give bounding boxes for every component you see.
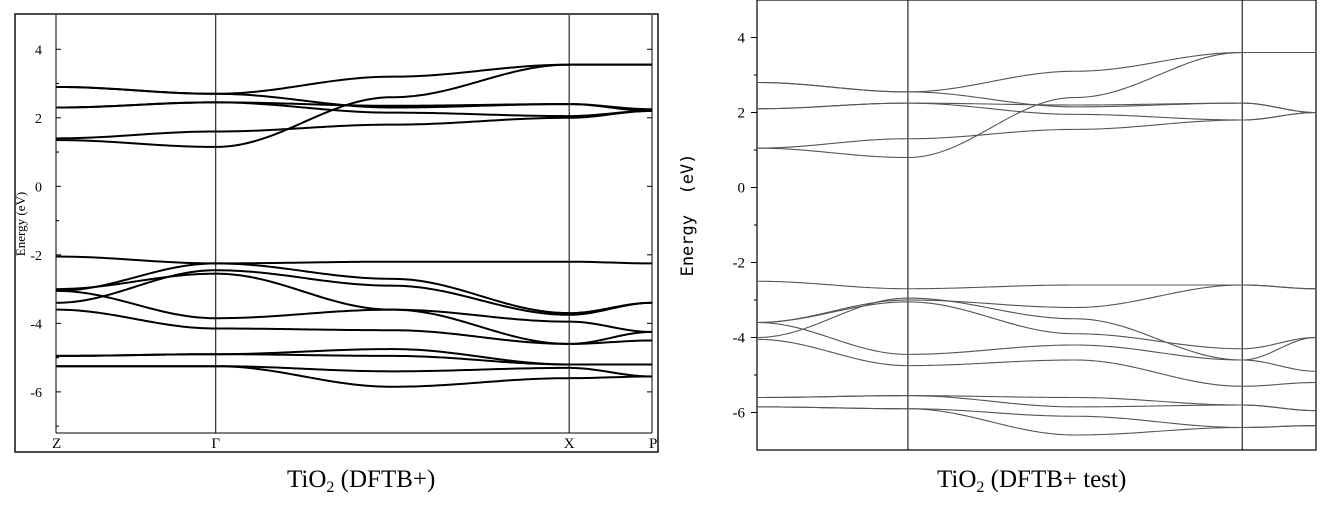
band-line-4 bbox=[756, 81, 1317, 114]
band-line-7 bbox=[756, 284, 1317, 324]
left-y-axis-label: Energy (eV) bbox=[13, 192, 28, 256]
right-y-axis-label: Energy (eV) bbox=[678, 154, 698, 277]
y-tick-label: 0 bbox=[738, 181, 746, 197]
band-line-13 bbox=[56, 348, 652, 366]
kpoint-label: Γ bbox=[211, 436, 220, 452]
band-line-5 bbox=[756, 51, 1316, 93]
y-tick-label: 4 bbox=[35, 43, 42, 58]
band-line-8 bbox=[55, 269, 653, 316]
band-line-1 bbox=[56, 109, 653, 140]
band-line-13 bbox=[757, 395, 1317, 412]
y-tick-label: -4 bbox=[733, 331, 746, 347]
band-line-11 bbox=[756, 338, 1317, 387]
left-title-suffix: (DFTB+) bbox=[334, 466, 436, 493]
y-tick-label: -4 bbox=[30, 317, 42, 332]
y-tick-label: 2 bbox=[738, 106, 746, 122]
right-title-suffix: (DFTB+ test) bbox=[984, 466, 1127, 493]
band-line-10 bbox=[55, 289, 653, 333]
left-chart-title: TiO2 (DFTB+) bbox=[287, 466, 435, 497]
y-tick-label: -6 bbox=[733, 406, 746, 422]
band-line-14 bbox=[757, 406, 1317, 429]
band-line-6 bbox=[756, 280, 1317, 290]
kpoint-label: X bbox=[564, 436, 575, 452]
left-title-text: TiO bbox=[287, 466, 327, 493]
left-bands bbox=[55, 63, 653, 388]
y-tick-label: -2 bbox=[30, 249, 42, 264]
right-y-ticks: 4 2 0 -2 -4 -6 bbox=[733, 31, 757, 422]
band-line-6 bbox=[55, 255, 653, 265]
right-kpoint-markers bbox=[907, 0, 1243, 450]
right-title-text: TiO bbox=[937, 466, 977, 493]
right-bands bbox=[756, 51, 1317, 436]
y-tick-label: -2 bbox=[733, 256, 746, 272]
right-chart-frame bbox=[756, 0, 1317, 451]
band-line-15 bbox=[56, 365, 653, 388]
left-chart-frame bbox=[14, 13, 659, 453]
right-chart-title: TiO2 (DFTB+ test) bbox=[937, 466, 1126, 497]
band-line-14 bbox=[56, 365, 653, 378]
kpoint-label: P bbox=[649, 436, 657, 452]
y-tick-label: 4 bbox=[738, 31, 746, 47]
band-line-11 bbox=[55, 308, 653, 345]
band-line-8 bbox=[756, 301, 1317, 350]
band-line-5 bbox=[55, 63, 652, 95]
band-line-15 bbox=[757, 406, 1317, 436]
band-line-9 bbox=[756, 297, 1317, 361]
band-line-7 bbox=[55, 262, 653, 315]
band-line-1 bbox=[756, 111, 1317, 149]
kpoint-label: Z bbox=[52, 436, 61, 452]
y-tick-label: -6 bbox=[30, 386, 42, 401]
band-line-10 bbox=[756, 321, 1317, 372]
left-y-ticks: 4 2 0 -2 -4 -6 bbox=[30, 43, 652, 427]
y-tick-label: 2 bbox=[35, 112, 42, 127]
right-band-chart: 4 2 0 -2 -4 -6 Energy (eV) bbox=[678, 0, 1317, 451]
y-tick-label: 0 bbox=[35, 180, 42, 195]
right-title-subscript: 2 bbox=[976, 479, 985, 496]
left-band-chart: 4 2 0 -2 -4 -6 Z Γ X P Energy (eV) bbox=[13, 13, 659, 453]
left-title-subscript: 2 bbox=[326, 479, 335, 496]
